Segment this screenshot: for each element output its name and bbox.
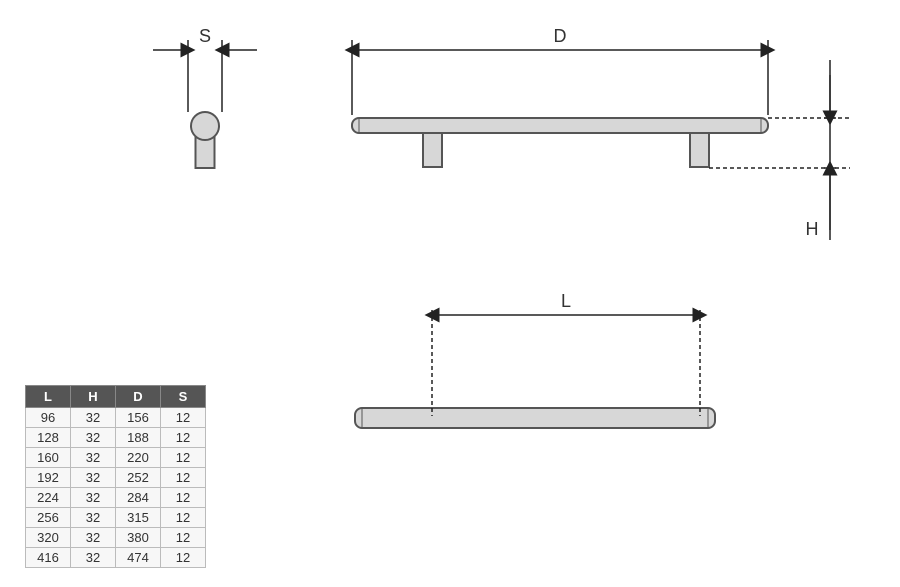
table-row: 2563231512 (26, 508, 206, 528)
col-L: L (26, 386, 71, 408)
table-row: 1923225212 (26, 468, 206, 488)
table-row: 3203238012 (26, 528, 206, 548)
table-row: 2243228412 (26, 488, 206, 508)
svg-text:H: H (806, 219, 819, 239)
svg-text:D: D (554, 26, 567, 46)
col-D: D (116, 386, 161, 408)
table-row: 963215612 (26, 408, 206, 428)
dimension-table: LHDS 96321561212832188121603222012192322… (25, 385, 206, 568)
col-S: S (161, 386, 206, 408)
table-row: 1283218812 (26, 428, 206, 448)
col-H: H (71, 386, 116, 408)
svg-text:L: L (561, 291, 571, 311)
table-row: 1603222012 (26, 448, 206, 468)
svg-text:S: S (199, 26, 211, 46)
table-row: 4163247412 (26, 548, 206, 568)
